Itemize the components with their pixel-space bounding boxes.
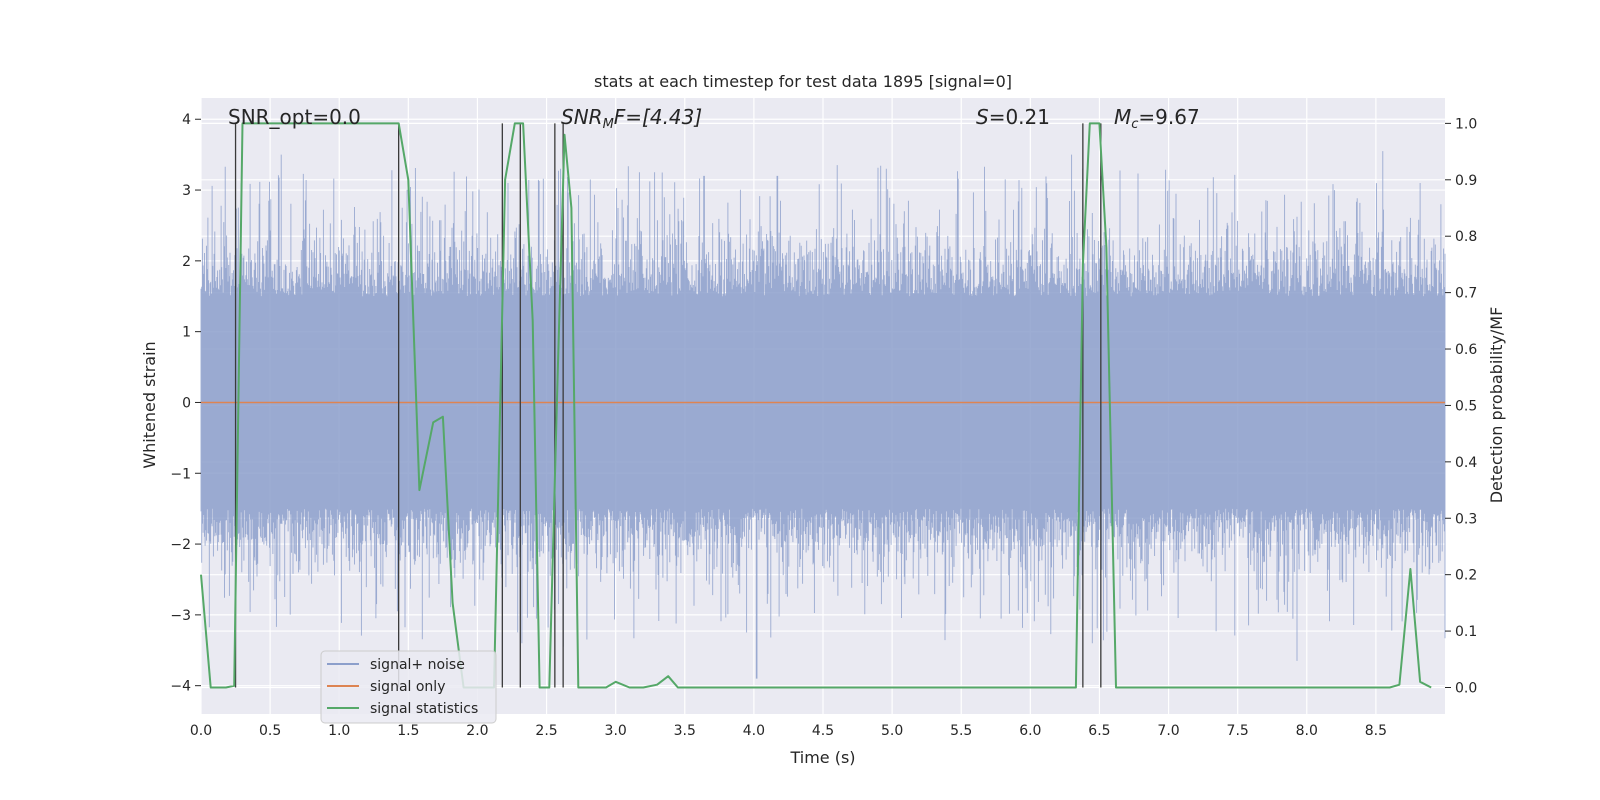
y2-tick-label: 0.9 <box>1455 173 1477 189</box>
y-tick-label: 1 <box>182 325 191 341</box>
y-tick-label: 4 <box>182 112 191 128</box>
y2-axis-label: Detection probability/MF <box>1487 307 1506 504</box>
x-tick-label: 6.0 <box>1019 723 1041 739</box>
x-tick-label: 1.0 <box>328 723 350 739</box>
x-tick-label: 2.0 <box>466 723 488 739</box>
y2-tick-label: 1.0 <box>1455 116 1477 132</box>
y2-axis-ticks: 0.0 0.1 0.2 0.3 0.4 0.5 0.6 0.7 0.8 0.9 1.0 <box>1445 116 1477 696</box>
legend-label-signal-only: signal only <box>370 679 445 695</box>
legend: signal+ noise signal only signal statist… <box>320 650 497 724</box>
annotation-snr-mf: SNRMF=[4.43] <box>561 105 702 132</box>
y2-tick-label: 0.1 <box>1455 624 1477 640</box>
legend-box <box>320 650 497 724</box>
x-tick-label: 7.0 <box>1157 723 1179 739</box>
legend-label-signal-noise: signal+ noise <box>370 657 465 673</box>
y2-tick-label: 0.2 <box>1455 568 1477 584</box>
y-tick-label: −1 <box>170 466 191 482</box>
x-tick-label: 8.5 <box>1365 723 1387 739</box>
x-tick-label: 5.5 <box>950 723 972 739</box>
annotation-mc: Mc=9.67 <box>1114 105 1200 132</box>
x-tick-label: 6.5 <box>1088 723 1110 739</box>
y-axis-ticks: −4 −3 −2 −1 0 1 2 3 4 <box>170 112 201 695</box>
x-tick-label: 4.0 <box>743 723 765 739</box>
y-tick-label: −3 <box>170 608 191 624</box>
y2-tick-label: 0.3 <box>1455 511 1477 527</box>
y-tick-label: 2 <box>182 254 191 270</box>
y-tick-label: 3 <box>182 183 191 199</box>
y-tick-label: −4 <box>170 679 191 695</box>
signal-noise-series <box>200 151 1446 679</box>
y2-tick-label: 0.4 <box>1455 455 1477 471</box>
x-axis-ticks: 0.0 0.5 1.0 1.5 2.0 2.5 3.0 3.5 4.0 4.5 5.0 5.5 6.0 6… <box>190 723 1387 739</box>
signal-noise-trace <box>200 151 1446 679</box>
x-tick-label: 3.0 <box>605 723 627 739</box>
x-tick-label: 5.0 <box>881 723 903 739</box>
x-tick-label: 1.5 <box>397 723 419 739</box>
y2-tick-label: 0.7 <box>1455 286 1477 302</box>
x-tick-label: 7.5 <box>1227 723 1249 739</box>
y-tick-label: −2 <box>170 537 191 553</box>
y2-tick-label: 0.8 <box>1455 229 1477 245</box>
y-axis-label: Whitened strain <box>140 341 159 468</box>
chart-title: stats at each timestep for test data 189… <box>594 72 1012 91</box>
x-tick-label: 4.5 <box>812 723 834 739</box>
y2-tick-label: 0.0 <box>1455 680 1477 696</box>
annotation-snr-opt: SNR_opt=0.0 <box>228 105 361 129</box>
x-tick-label: 0.5 <box>259 723 281 739</box>
x-tick-label: 3.5 <box>674 723 696 739</box>
x-tick-label: 0.0 <box>190 723 212 739</box>
y2-tick-label: 0.6 <box>1455 342 1477 358</box>
annotation-s: S=0.21 <box>976 105 1050 129</box>
legend-label-signal-statistics: signal statistics <box>370 701 478 717</box>
x-axis-label: Time (s) <box>789 748 855 767</box>
y-tick-label: 0 <box>182 395 191 411</box>
x-tick-label: 2.5 <box>535 723 557 739</box>
signal-statistics-series <box>200 122 1432 689</box>
y2-tick-label: 0.5 <box>1455 398 1477 414</box>
x-tick-label: 8.0 <box>1296 723 1318 739</box>
